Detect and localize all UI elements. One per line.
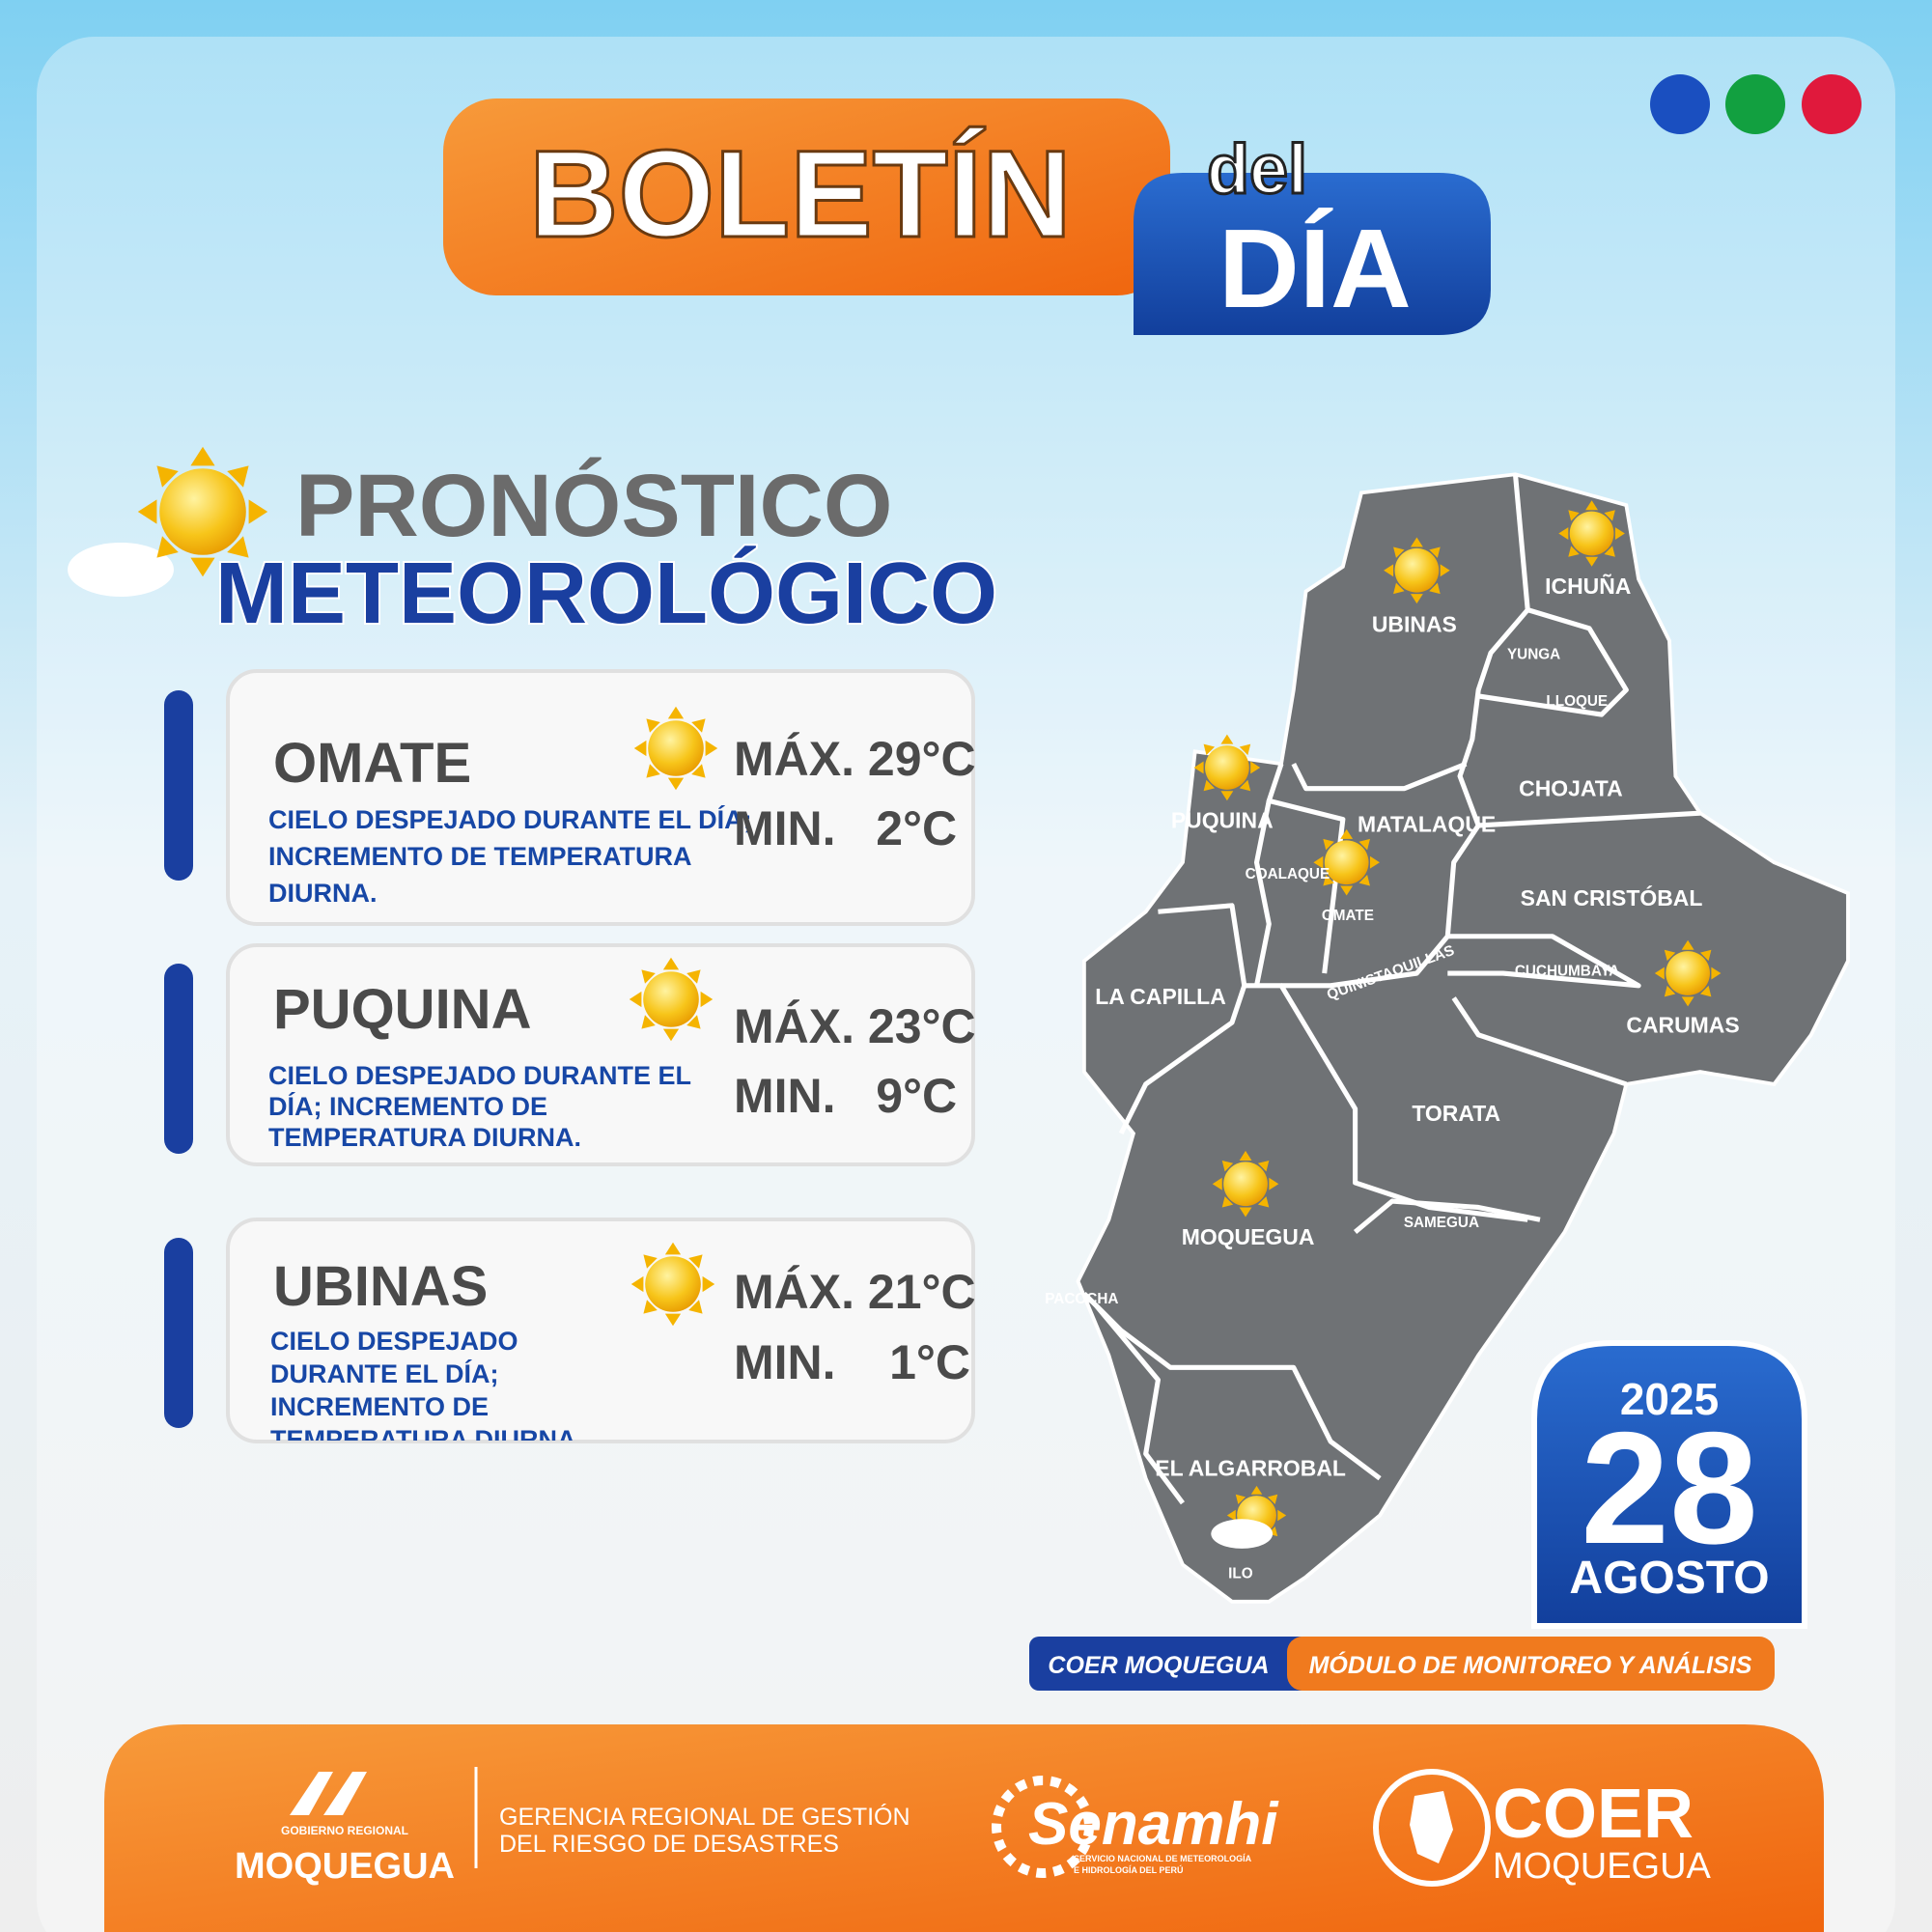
map-label: ILO — [1228, 1566, 1253, 1582]
card-desc: CIELO DESPEJADO DURANTE EL DÍA; INCREMEN… — [270, 1327, 583, 1441]
card-name: OMATE — [273, 732, 471, 795]
card-desc: CIELO DESPEJADO DURANTE EL DÍA; INCREMEN… — [268, 805, 752, 908]
map-label: UBINAS — [1372, 612, 1457, 637]
map-label: PACOCHA — [1045, 1291, 1118, 1307]
map-border — [1447, 934, 1641, 989]
map-label: LLOQUE — [1546, 693, 1608, 710]
card-bar — [164, 1238, 193, 1428]
forecast-card: UBINAS CIELO DESPEJADO DURANTE EL DÍA; I… — [164, 1218, 976, 1443]
card-max: MÁX. 21°C — [734, 1265, 976, 1319]
map-border — [1281, 474, 1530, 989]
footer — [104, 1724, 1824, 1932]
map-label: LA CAPILLA — [1095, 984, 1226, 1009]
map-label: SAN CRISTÓBAL — [1521, 885, 1703, 910]
coer-logo — [1373, 1769, 1491, 1887]
map-label: COALAQUE — [1246, 866, 1330, 882]
card-bar — [164, 964, 193, 1154]
date-badge — [1531, 1340, 1807, 1629]
card-name: UBINAS — [273, 1255, 488, 1318]
tag-left — [1029, 1637, 1309, 1691]
map-label: ICHUÑA — [1545, 574, 1631, 599]
map: UBINAS ICHUÑA YUNGA LLOQUE CHOJATA PUQUI… — [1045, 472, 1850, 1604]
map-label: TORATA — [1412, 1101, 1500, 1126]
map-border — [1291, 761, 1468, 792]
dot-green — [1725, 74, 1785, 134]
card-min: MIN. 1°C — [734, 1335, 970, 1389]
coer: COER — [1493, 1776, 1694, 1853]
title-big: DÍA — [1218, 206, 1412, 331]
map-border — [1451, 996, 1628, 1087]
gov-logo — [290, 1772, 367, 1815]
map-border — [1253, 799, 1272, 987]
map-border — [1477, 607, 1629, 717]
title: BOLETÍN — [529, 126, 1072, 264]
map-border — [1094, 1303, 1186, 1505]
date-year: 2025 — [1620, 1374, 1719, 1424]
map-label: YUNGA — [1507, 647, 1560, 663]
forecast-card: PUQUINA CIELO DESPEJADO DURANTE EL DÍA; … — [164, 943, 976, 1166]
map-label: PUQUINA — [1171, 807, 1274, 832]
gov-small: GOBIERNO REGIONAL — [281, 1824, 408, 1837]
map-label: SAMEGUA — [1404, 1215, 1479, 1231]
tag-right — [1287, 1637, 1775, 1691]
title-small: del — [1207, 131, 1307, 209]
dot-red — [1802, 74, 1862, 134]
forecast-card: OMATE CIELO DESPEJADO DURANTE EL DÍA; IN… — [164, 669, 976, 926]
card-desc-box: CIELO DESPEJADO DURANTE EL DÍA; INCREMEN… — [268, 805, 752, 908]
map-label: CARUMAS — [1626, 1012, 1739, 1037]
card-max: MÁX. 29°C — [734, 732, 976, 786]
card-bar — [164, 690, 193, 881]
cloud — [68, 543, 174, 597]
cloud — [1211, 1519, 1274, 1549]
coer-sub: MOQUEGUA — [1493, 1846, 1712, 1887]
office-line2: DEL RIESGO DE DESASTRES — [499, 1831, 839, 1858]
title-box — [443, 98, 1170, 295]
tag-right-text: MÓDULO DE MONITOREO Y ANÁLISIS — [1309, 1651, 1752, 1679]
map-label: CUCHUMBAYA — [1515, 964, 1620, 980]
senamhi-logo — [992, 1776, 1094, 1878]
map-border — [1478, 810, 1701, 828]
coer-logo-map — [1410, 1791, 1453, 1863]
section-title-2: METEOROLÓGICO — [215, 545, 997, 642]
map-border — [1118, 984, 1247, 1135]
senamhi-sub: E HIDROLOGÍA DEL PERÚ — [1074, 1864, 1184, 1875]
map-label: EL ALGARROBAL — [1155, 1456, 1346, 1481]
date-day: 28 — [1581, 1399, 1758, 1577]
card — [226, 943, 975, 1166]
card — [226, 669, 975, 926]
date-month: AGOSTO — [1569, 1553, 1769, 1604]
dot-blue — [1650, 74, 1710, 134]
map-border — [1353, 1198, 1541, 1234]
card-name: PUQUINA — [273, 978, 531, 1041]
tag-left-text: COER MOQUEGUA — [1048, 1652, 1269, 1679]
card-desc-box: CIELO DESPEJADO DURANTE EL DÍA; INCREMEN… — [268, 1061, 691, 1152]
senamhi-sub: SERVICIO NACIONAL DE METEOROLOGÍA — [1074, 1854, 1252, 1863]
map-border — [1266, 763, 1346, 974]
card-min: MIN. 2°C — [734, 801, 957, 855]
map-label: CHOJATA — [1519, 775, 1623, 800]
card-desc-box: CIELO DESPEJADO DURANTE EL DÍA; INCREMEN… — [270, 1327, 583, 1441]
section-title-1: PRONÓSTICO — [295, 456, 892, 555]
title-box-blue — [1134, 173, 1491, 335]
map-label: OMATE — [1322, 908, 1374, 924]
map-label: MOQUEGUA — [1182, 1224, 1315, 1249]
card-max: MÁX. 23°C — [734, 999, 976, 1053]
senamhi: Senamhi — [1028, 1791, 1279, 1858]
card — [226, 1218, 975, 1443]
card-desc: CIELO DESPEJADO DURANTE EL DÍA; INCREMEN… — [268, 1061, 691, 1152]
map-label: MATALAQUE — [1358, 811, 1496, 836]
card-min: MIN. 9°C — [734, 1069, 957, 1123]
gov-name: MOQUEGUA — [235, 1846, 455, 1887]
office-line1: GERENCIA REGIONAL DE GESTIÓN — [499, 1803, 910, 1831]
